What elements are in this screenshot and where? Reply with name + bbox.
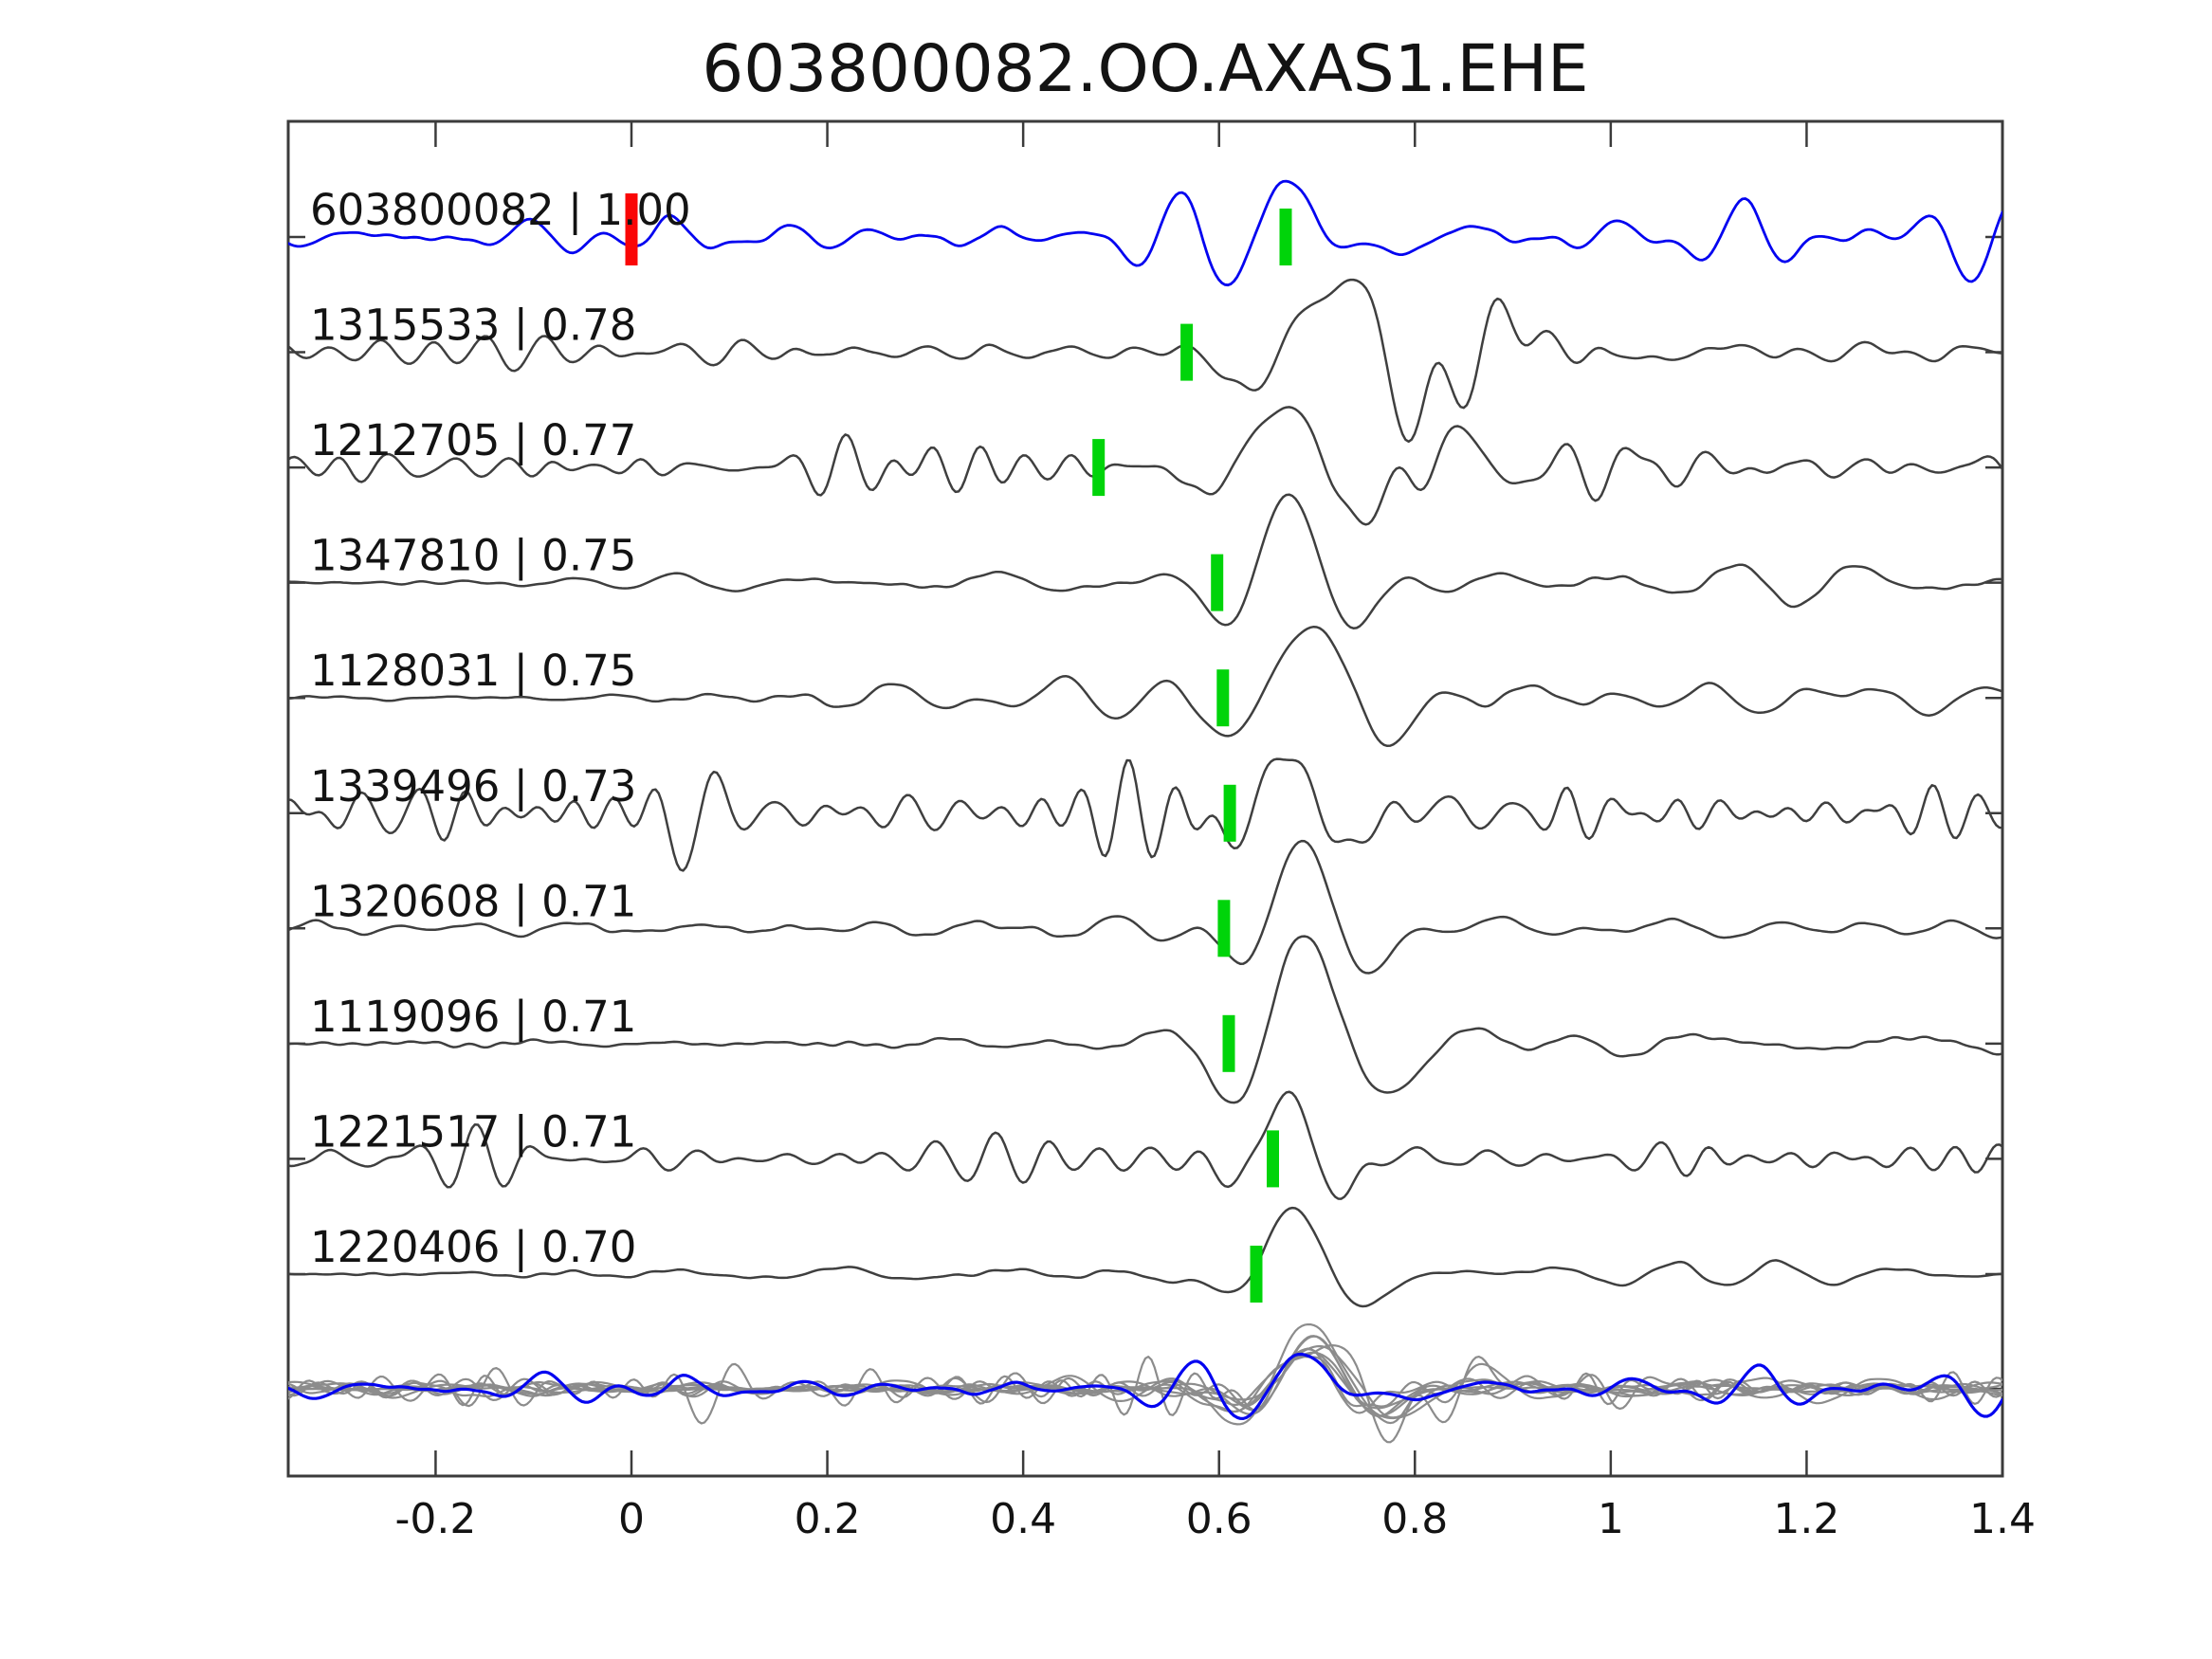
pick-marker bbox=[1092, 439, 1106, 497]
trace-label: 603800082 | 1.00 bbox=[310, 185, 691, 235]
waveform-trace-1220406 bbox=[288, 1206, 2002, 1308]
x-tick-label: 0.2 bbox=[795, 1495, 861, 1543]
pick-marker bbox=[1180, 323, 1194, 381]
trace-label: 1128031 | 0.75 bbox=[310, 646, 636, 696]
x-tick-label: 1 bbox=[1598, 1495, 1624, 1543]
overlay-waveform-1128031 bbox=[288, 1344, 2002, 1419]
x-tick-label: 1.4 bbox=[1969, 1495, 2036, 1543]
trace-label: 1221517 | 0.71 bbox=[310, 1106, 636, 1157]
pick-marker bbox=[1216, 669, 1230, 727]
trace-label: 1220406 | 0.70 bbox=[310, 1222, 636, 1272]
pick-marker bbox=[1211, 554, 1224, 611]
trace-label: 1347810 | 0.75 bbox=[310, 531, 636, 581]
overlay-waveform-1339496 bbox=[288, 1355, 2002, 1425]
x-tick-label: 0.8 bbox=[1381, 1495, 1448, 1543]
pick-marker bbox=[1250, 1246, 1263, 1303]
waveform-trace-1212705 bbox=[288, 406, 2002, 526]
waveform-trace-1119096 bbox=[288, 935, 2002, 1104]
trace-label: 1212705 | 0.77 bbox=[310, 415, 636, 465]
x-tick-label: 0 bbox=[618, 1495, 645, 1543]
pick-marker bbox=[1222, 1014, 1235, 1072]
pick-marker bbox=[1279, 209, 1292, 265]
trace-label: 1119096 | 0.71 bbox=[310, 992, 636, 1042]
waveform-trace-1221517 bbox=[288, 1090, 2002, 1200]
waveform-trace-1128031 bbox=[288, 625, 2002, 748]
pick-marker bbox=[1217, 900, 1231, 957]
waveform-trace-1347810 bbox=[288, 493, 2002, 629]
x-tick-label: 0.4 bbox=[990, 1495, 1056, 1543]
pick-marker bbox=[1223, 784, 1236, 842]
waveform-trace-1315533 bbox=[288, 278, 2002, 444]
waveforms bbox=[288, 179, 2002, 1444]
x-tick-label: 1.2 bbox=[1773, 1495, 1839, 1543]
waveform-trace-1320608 bbox=[288, 839, 2002, 975]
x-tick-label: -0.2 bbox=[394, 1495, 476, 1543]
pick-markers bbox=[625, 193, 1292, 1303]
x-axis-tick-labels: -0.2 0 0.2 0.4 0.6 0.8 1 1.2 1.4 bbox=[394, 1495, 2036, 1543]
trace-labels: 603800082 | 1.00 1315533 | 0.78 1212705 … bbox=[310, 185, 691, 1272]
waveform-trace-603800082 bbox=[288, 179, 2002, 287]
trace-label: 1320608 | 0.71 bbox=[310, 876, 636, 926]
trace-label: 1315533 | 0.78 bbox=[310, 301, 636, 351]
chart-title: 603800082.OO.AXAS1.EHE bbox=[702, 31, 1588, 107]
pick-marker bbox=[1267, 1130, 1279, 1188]
x-tick-label: 0.6 bbox=[1186, 1495, 1252, 1543]
template-trigger-marker bbox=[625, 193, 638, 265]
waveform-trace-1339496 bbox=[288, 757, 2002, 872]
overlay-waveform-template bbox=[288, 1352, 2002, 1420]
overlay-waveform-1220406 bbox=[288, 1348, 2002, 1410]
trace-label: 1339496 | 0.73 bbox=[310, 761, 636, 811]
